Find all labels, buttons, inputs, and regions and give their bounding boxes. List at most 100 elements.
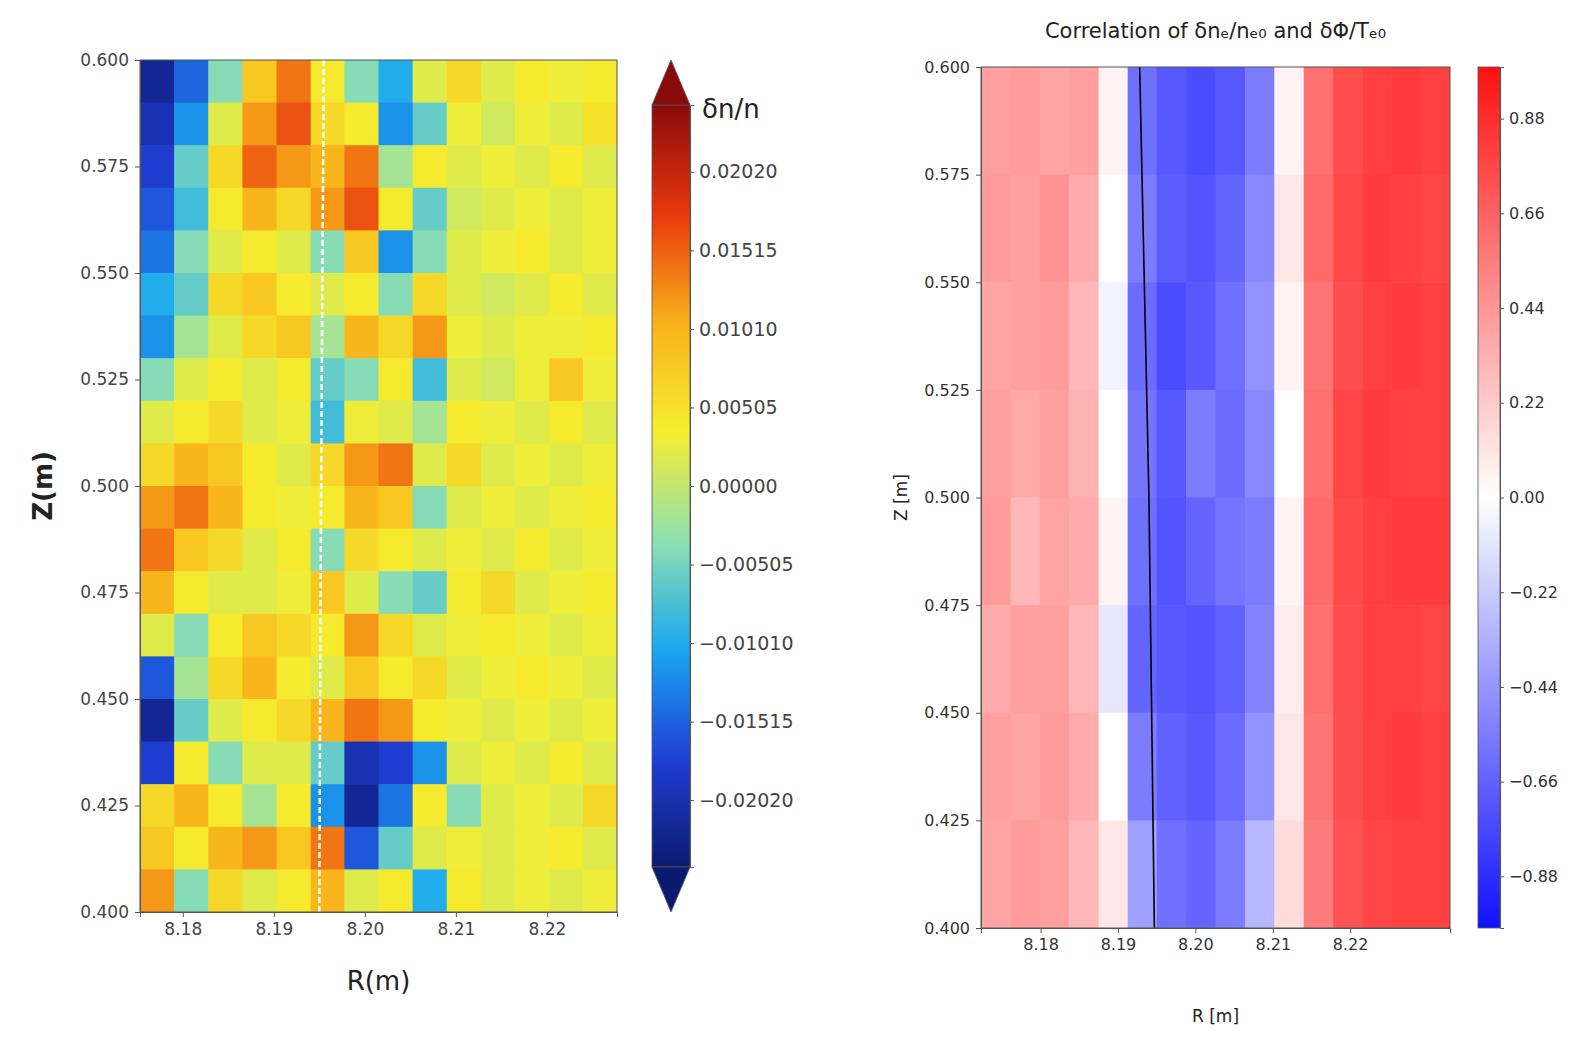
colorbar-axis-tick-mark <box>690 565 694 566</box>
heatmap-cell <box>344 869 379 912</box>
colorbar-axis-tick-label: 0.01515 <box>699 239 778 261</box>
heatmap-cell <box>1304 820 1334 928</box>
x-axis-tick-mark <box>183 912 184 917</box>
heatmap-cell <box>413 742 448 785</box>
y-axis-tick-mark <box>135 273 140 274</box>
heatmap-cell <box>140 316 174 359</box>
heatmap-cell <box>140 401 174 444</box>
heatmap-cell <box>140 60 174 103</box>
heatmap-cell <box>515 869 550 912</box>
heatmap-cell <box>277 145 312 188</box>
y-axis-title: Z [m] <box>891 474 911 521</box>
heatmap-cell <box>583 273 617 316</box>
heatmap-cell <box>277 699 312 742</box>
heatmap-cell <box>1069 605 1099 713</box>
heatmap-cell <box>208 529 243 572</box>
heatmap-cell <box>242 273 277 316</box>
colorbar-axis-tick-label: 0.44 <box>1509 299 1545 318</box>
heatmap-cell <box>549 273 583 316</box>
heatmap-cell <box>413 486 448 529</box>
heatmap-cell <box>481 571 516 614</box>
heatmap-cell <box>515 60 550 103</box>
x-axis-tick-mark <box>1041 928 1042 933</box>
heatmap-cell <box>1010 820 1040 928</box>
heatmap-cell <box>1186 67 1216 175</box>
heatmap-cell <box>481 742 516 785</box>
x-axis-tick-mark <box>456 912 457 917</box>
y-axis-tick: 0.450 <box>80 689 140 709</box>
colorbar-axis-tick-mark <box>690 800 694 801</box>
heatmap-cell <box>1362 498 1392 606</box>
heatmap-cell <box>174 571 209 614</box>
heatmap-cell <box>1186 605 1216 713</box>
colorbar-axis: −0.88−0.66−0.44−0.220.000.220.440.660.88 <box>1500 68 1558 929</box>
heatmap-cell <box>583 827 617 870</box>
y-axis-tick-label: 0.500 <box>80 476 129 496</box>
heatmap-cell <box>174 273 209 316</box>
y-axis-tick-mark <box>135 699 140 700</box>
heatmap-cell <box>1421 713 1450 821</box>
heatmap-cell <box>379 401 414 444</box>
heatmap-cell <box>413 401 448 444</box>
heatmap-cell <box>1099 282 1129 390</box>
y-axis-tick-mark <box>976 820 981 821</box>
x-axis-tick-mark <box>1195 928 1196 933</box>
y-axis-tick: 0.525 <box>924 380 981 399</box>
x-axis-tick-label: 8.18 <box>1023 935 1059 954</box>
colorbar-axis-tick-label: 0.00 <box>1509 488 1545 507</box>
y-axis-tick: 0.475 <box>80 582 140 602</box>
colorbar-axis-tick: 0.00505 <box>690 396 778 418</box>
heatmap-cell <box>379 60 414 103</box>
heatmap-cell <box>140 443 174 486</box>
heatmap-cell <box>311 486 345 529</box>
heatmap-cell <box>549 827 583 870</box>
colorbar-title: δn/n <box>702 94 760 124</box>
heatmap-cell <box>481 230 516 273</box>
x-axis-line <box>982 929 1451 934</box>
heatmap-cell <box>583 656 617 699</box>
heatmap-cell <box>583 60 617 103</box>
colorbar-axis-line <box>1501 68 1505 929</box>
heatmap-cell <box>208 699 243 742</box>
heatmap-cell <box>379 571 414 614</box>
heatmap-cell <box>140 784 174 827</box>
heatmap-cell <box>311 742 345 785</box>
heatmap-cell <box>1391 820 1421 928</box>
heatmap-cell <box>1274 820 1304 928</box>
heatmap-cell <box>140 358 174 401</box>
heatmap-cell <box>481 273 516 316</box>
y-axis-tick-label: 0.400 <box>924 919 970 938</box>
heatmap-cell <box>447 60 482 103</box>
heatmap-cell <box>1157 498 1187 606</box>
heatmap-cell <box>140 869 174 912</box>
heatmap-cell <box>379 188 414 231</box>
heatmap-cell <box>1245 820 1275 928</box>
heatmap-cell <box>379 699 414 742</box>
heatmap-cell <box>311 784 345 827</box>
heatmap-cell <box>1304 282 1334 390</box>
heatmap-cell <box>1128 282 1158 390</box>
heatmap-cell <box>311 103 345 146</box>
y-axis-tick-mark <box>135 167 140 168</box>
heatmap-cell <box>1099 175 1129 283</box>
heatmap-cell <box>481 145 516 188</box>
heatmap-cell <box>413 145 448 188</box>
colorbar-axis-tick-label: −0.02020 <box>699 789 794 811</box>
heatmap-cell <box>1304 605 1334 713</box>
heatmap-cell <box>277 656 312 699</box>
heatmap-cell <box>242 443 277 486</box>
y-axis-tick-label: 0.425 <box>80 795 129 815</box>
heatmap-cell <box>515 230 550 273</box>
y-axis-tick-mark <box>976 282 981 283</box>
colorbar-axis-tick-mark <box>1500 498 1504 499</box>
heatmap-cell <box>311 358 345 401</box>
plot-area <box>981 67 1450 928</box>
x-axis-tick-label: 8.20 <box>346 919 384 939</box>
heatmap-cell <box>1069 175 1099 283</box>
heatmap-cell <box>981 175 1011 283</box>
heatmap-cell <box>311 60 345 103</box>
heatmap-cell <box>140 827 174 870</box>
heatmap-cell <box>174 316 209 359</box>
heatmap-cell <box>549 571 583 614</box>
colorbar-axis-tick-label: 0.22 <box>1509 393 1545 412</box>
